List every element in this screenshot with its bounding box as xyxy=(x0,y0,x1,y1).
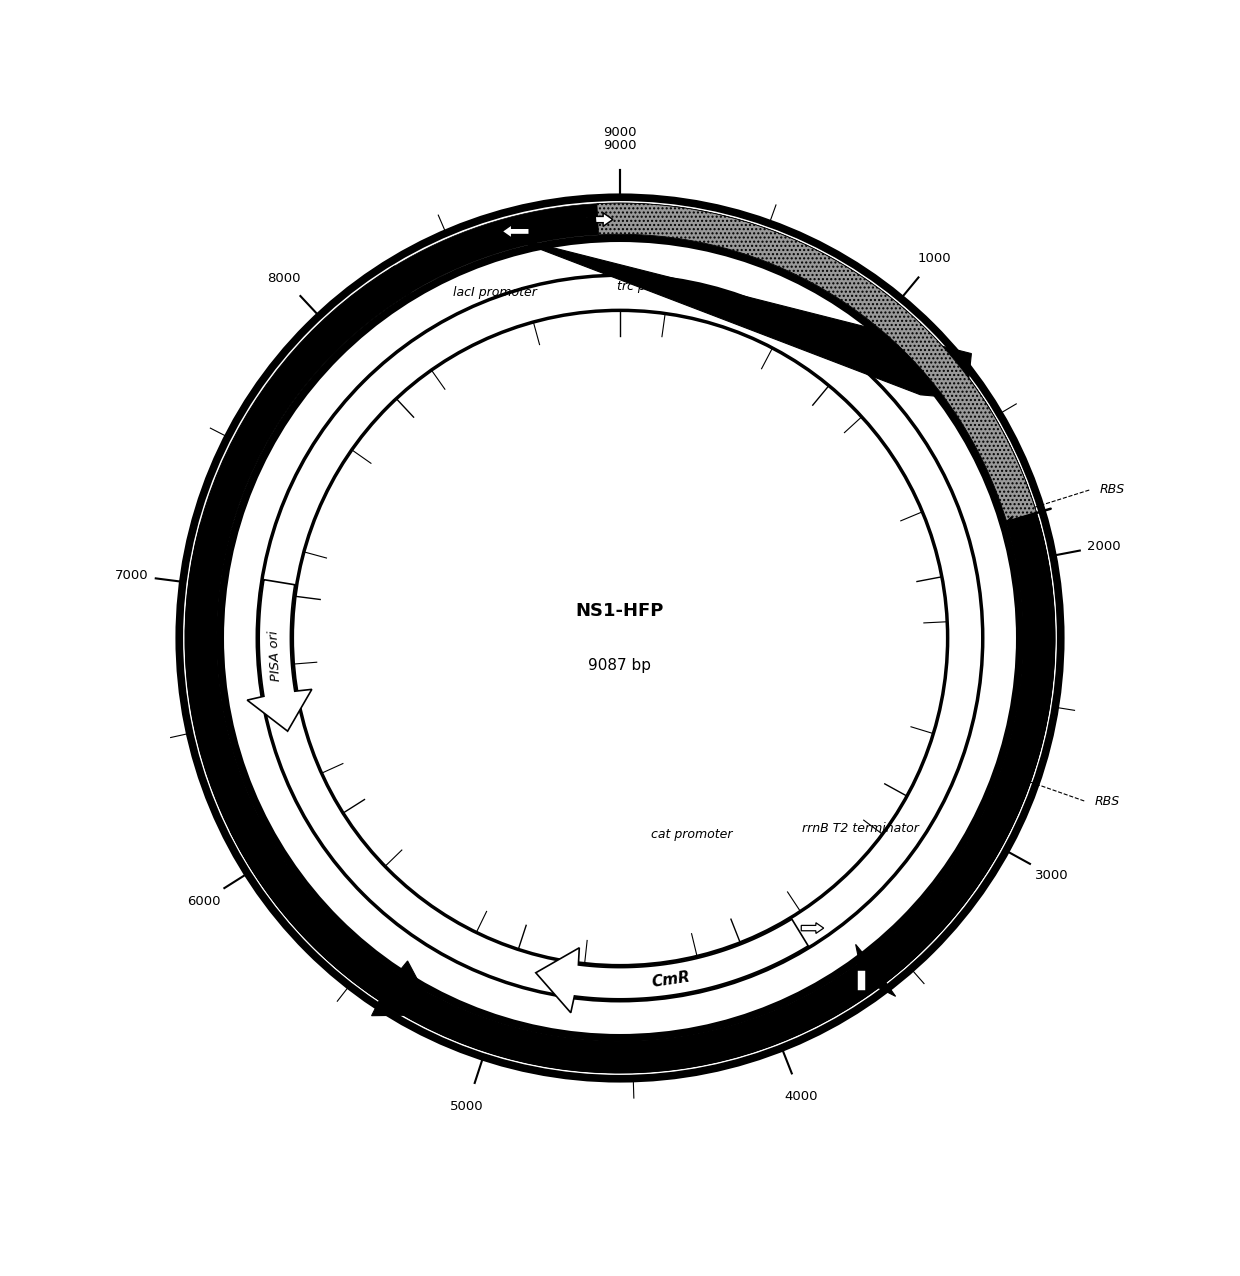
Text: cat promoter: cat promoter xyxy=(651,828,733,841)
Text: 3000: 3000 xyxy=(1034,869,1068,882)
Text: 4000: 4000 xyxy=(784,1090,817,1102)
Text: 9000: 9000 xyxy=(603,139,637,152)
Text: 6000: 6000 xyxy=(187,894,221,907)
Polygon shape xyxy=(185,235,1055,1073)
Text: CmR: CmR xyxy=(651,970,691,990)
Text: trc promoter: trc promoter xyxy=(618,279,696,292)
Polygon shape xyxy=(856,939,909,997)
Text: lacI promoter: lacI promoter xyxy=(453,286,537,300)
Polygon shape xyxy=(869,519,1055,980)
Text: RBS: RBS xyxy=(1095,795,1120,808)
Text: 5000: 5000 xyxy=(450,1100,484,1113)
Polygon shape xyxy=(536,919,808,1013)
Polygon shape xyxy=(185,203,1055,1073)
Text: 1000: 1000 xyxy=(918,253,951,265)
Text: NSTR: NSTR xyxy=(303,912,336,948)
Text: 9087 bp: 9087 bp xyxy=(589,658,651,672)
Text: 8000: 8000 xyxy=(267,272,300,285)
Text: RBS: RBS xyxy=(1100,484,1125,496)
Bar xyxy=(857,970,866,991)
Text: 7000: 7000 xyxy=(115,569,149,582)
Text: rrnB T2 terminator: rrnB T2 terminator xyxy=(802,822,919,835)
Polygon shape xyxy=(247,579,311,731)
FancyArrow shape xyxy=(585,213,613,226)
FancyArrow shape xyxy=(801,923,823,934)
Text: 2000: 2000 xyxy=(1087,540,1121,553)
Text: PISA ori: PISA ori xyxy=(268,630,283,681)
Polygon shape xyxy=(596,203,1037,522)
FancyArrow shape xyxy=(502,225,529,239)
Text: NS1-HFP: NS1-HFP xyxy=(575,602,665,620)
Polygon shape xyxy=(231,817,436,1016)
Text: 9000: 9000 xyxy=(603,126,637,139)
